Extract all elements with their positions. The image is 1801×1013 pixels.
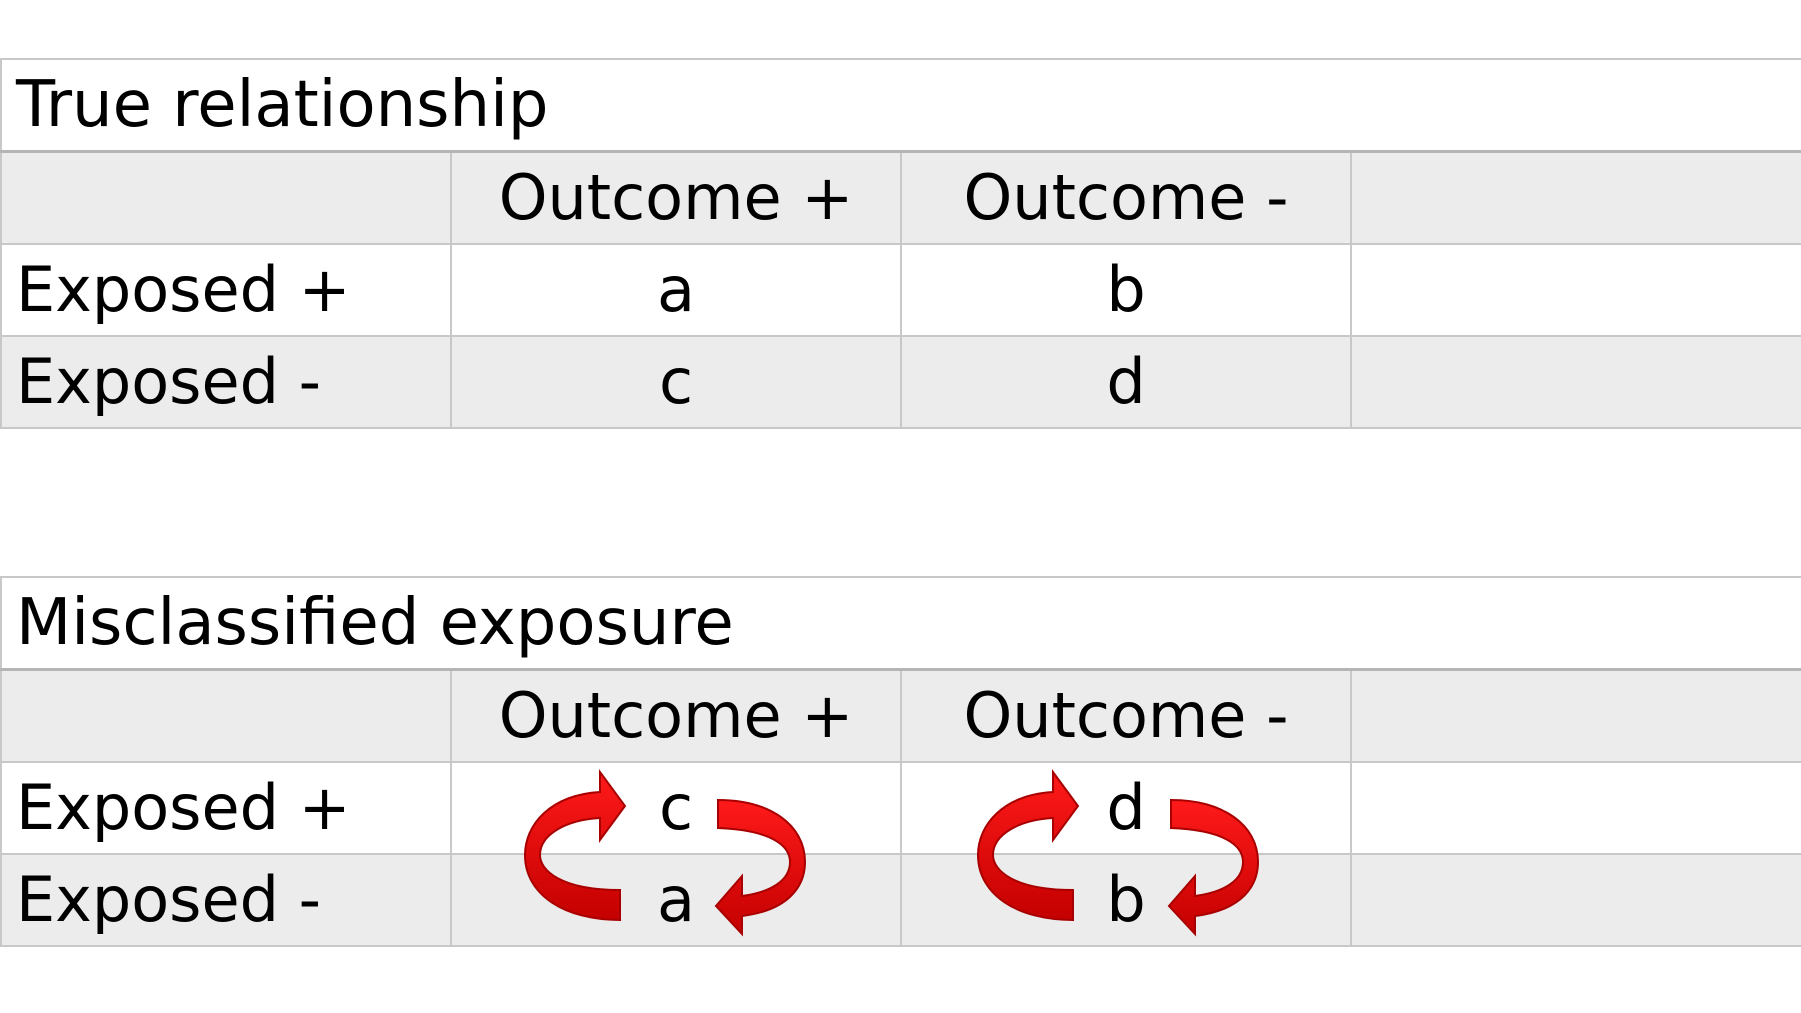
header-outcome-negative: Outcome - [900,668,1352,763]
row-label-exposed-positive: Exposed + [0,761,452,855]
header-cell-empty-right [1350,668,1801,763]
header-row: Outcome + Outcome - [0,150,1801,245]
cell-b: b [900,853,1352,947]
header-outcome-positive: Outcome + [450,150,902,245]
header-row: Outcome + Outcome - [0,668,1801,763]
cell-a: a [450,853,902,947]
cell-empty [1350,853,1801,947]
table-row: Exposed + c d [0,761,1801,855]
cell-empty [1349,335,1801,429]
true-relationship-table: True relationship Outcome + Outcome - Ex… [0,58,1801,429]
cell-c: c [450,761,902,855]
cell-c: c [450,335,902,429]
header-cell-empty-right [1349,150,1801,245]
row-label-exposed-positive: Exposed + [0,243,452,337]
header-cell-empty [0,150,452,245]
table-title-row: Misclassified exposure [0,576,1801,671]
table-row: Exposed - a b [0,853,1801,947]
table-title: Misclassified exposure [0,576,1801,671]
cell-empty [1349,243,1801,337]
cell-d: d [900,761,1352,855]
row-label-exposed-negative: Exposed - [0,335,452,429]
misclassified-exposure-table: Misclassified exposure Outcome + Outcome… [0,576,1801,947]
table-title-row: True relationship [0,58,1801,153]
header-outcome-positive: Outcome + [450,668,902,763]
table-row: Exposed + a b [0,243,1801,337]
row-label-exposed-negative: Exposed - [0,853,452,947]
cell-b: b [900,243,1352,337]
contingency-table-misclassified: Misclassified exposure Outcome + Outcome… [0,576,1801,947]
header-cell-empty [0,668,452,763]
cell-a: a [450,243,902,337]
table-row: Exposed - c d [0,335,1801,429]
contingency-table-true: True relationship Outcome + Outcome - Ex… [0,58,1801,429]
header-outcome-negative: Outcome - [900,150,1352,245]
cell-empty [1350,761,1801,855]
table-title: True relationship [0,58,1801,153]
cell-d: d [900,335,1352,429]
